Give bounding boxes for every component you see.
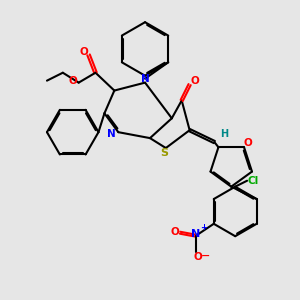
Text: O: O bbox=[190, 76, 199, 85]
Text: O: O bbox=[171, 227, 179, 237]
Text: O: O bbox=[244, 138, 252, 148]
Text: N: N bbox=[191, 229, 200, 239]
Text: −: − bbox=[201, 250, 211, 260]
Text: N: N bbox=[107, 129, 116, 139]
Text: S: S bbox=[160, 148, 168, 158]
Text: O: O bbox=[68, 76, 77, 85]
Text: Cl: Cl bbox=[248, 176, 259, 186]
Text: H: H bbox=[220, 129, 228, 139]
Text: +: + bbox=[200, 223, 207, 232]
Text: O: O bbox=[194, 253, 202, 262]
Text: N: N bbox=[141, 74, 149, 84]
Text: O: O bbox=[79, 47, 88, 57]
